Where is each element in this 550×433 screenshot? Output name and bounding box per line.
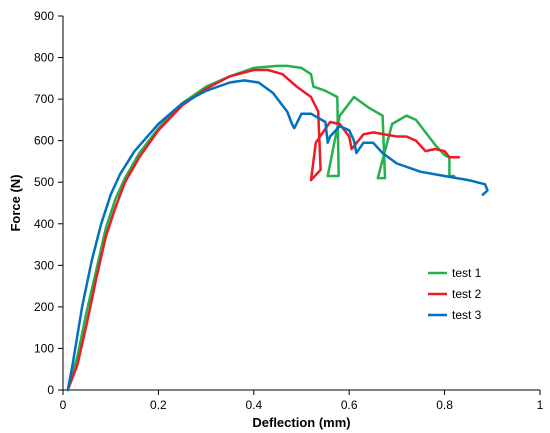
legend-label-test-2: test 2 xyxy=(452,287,482,301)
y-tick-label: 900 xyxy=(34,9,54,23)
y-tick-label: 300 xyxy=(34,258,54,272)
series-line-test-1 xyxy=(66,64,456,392)
x-axis-title: Deflection (mm) xyxy=(252,415,350,430)
x-tick-label: 1 xyxy=(537,398,544,412)
series-line-test-3 xyxy=(66,79,489,392)
y-tick-label: 400 xyxy=(34,217,54,231)
y-tick-label: 500 xyxy=(34,175,54,189)
tick-marks: 0 100 200 300 400 500 600 700 800 900 0 0.2 0.4 0.6 0.… xyxy=(34,9,544,412)
legend: test 1 test 2 test 3 xyxy=(428,266,482,322)
legend-label-test-1: test 1 xyxy=(452,266,482,280)
axes xyxy=(62,16,540,391)
y-tick-label: 0 xyxy=(47,383,54,397)
y-tick-label: 100 xyxy=(34,341,54,355)
y-tick-label: 700 xyxy=(34,92,54,106)
legend-label-test-3: test 3 xyxy=(452,308,482,322)
series-lines xyxy=(66,64,489,392)
y-tick-label: 600 xyxy=(34,134,54,148)
x-tick-label: 0.6 xyxy=(341,398,358,412)
x-tick-label: 0 xyxy=(60,398,67,412)
y-axis-title: Force (N) xyxy=(8,174,23,231)
series-line-test-2 xyxy=(66,68,461,392)
x-tick-label: 0.2 xyxy=(150,398,167,412)
x-tick-label: 0.4 xyxy=(245,398,262,412)
x-tick-label: 0.8 xyxy=(436,398,453,412)
y-tick-label: 200 xyxy=(34,300,54,314)
y-tick-label: 800 xyxy=(34,51,54,65)
